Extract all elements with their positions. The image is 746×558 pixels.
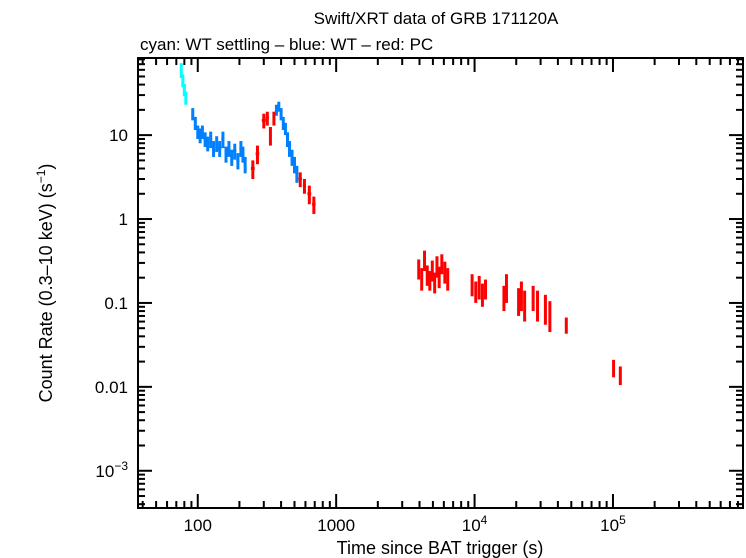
data-point [531, 285, 535, 312]
data-point [261, 113, 266, 129]
data-point [243, 156, 247, 174]
data-point [423, 250, 427, 272]
plot-frame [137, 57, 744, 509]
data-point [519, 281, 523, 312]
data-point [283, 122, 287, 136]
data-point [265, 111, 269, 126]
data-point [290, 149, 294, 166]
y-axis-label: Count Rate (0.3–10 keV) (s−1) [34, 164, 56, 403]
data-point [241, 146, 245, 163]
data-point [428, 271, 432, 291]
data-point [277, 101, 281, 112]
y-tick-label: 1 [119, 210, 128, 229]
data-point [221, 131, 225, 149]
data-point [302, 178, 306, 194]
data-point [212, 141, 216, 157]
data-point [446, 268, 450, 291]
data-point [443, 261, 447, 284]
data-points [179, 63, 622, 386]
data-point [474, 281, 478, 303]
data-point [433, 272, 437, 294]
data-point [279, 108, 283, 121]
data-point [274, 104, 278, 116]
series-wt-settling [179, 63, 188, 105]
data-point [181, 74, 185, 88]
data-point [293, 156, 297, 174]
data-point [227, 141, 231, 157]
series-pc [250, 111, 622, 386]
data-point [470, 274, 474, 297]
data-point [435, 256, 439, 278]
data-point [224, 146, 228, 163]
data-point [477, 275, 481, 300]
data-point [198, 128, 202, 144]
data-point [233, 143, 237, 160]
data-point [200, 125, 204, 139]
data-point [255, 145, 260, 165]
data-point [268, 126, 272, 146]
data-point [236, 153, 240, 170]
y-tick-labels: 10 1 0.1 0.01 10−3 [95, 126, 128, 481]
data-point [295, 165, 299, 183]
series-wt [191, 101, 299, 183]
x-tick-label: 105 [600, 513, 626, 535]
x-axis-label: Time since BAT trigger (s) [337, 538, 544, 558]
data-point [437, 266, 441, 289]
data-point [272, 111, 276, 126]
data-point [480, 283, 484, 307]
data-point [523, 290, 527, 322]
data-point [440, 254, 444, 275]
data-point [312, 196, 316, 214]
data-point [430, 260, 434, 282]
data-point [484, 279, 488, 300]
data-point [548, 301, 552, 333]
data-point [417, 259, 421, 280]
data-point [307, 185, 312, 205]
data-point [425, 265, 429, 286]
x-tick-labels: 100 1000 104 105 [184, 513, 627, 535]
data-point [298, 172, 302, 188]
data-point [285, 132, 289, 148]
y-tick-label: 0.1 [104, 294, 128, 313]
data-point [287, 141, 291, 157]
data-point [536, 290, 540, 322]
data-point [250, 160, 255, 179]
data-point [193, 116, 197, 131]
data-point [517, 288, 521, 316]
y-tick-label: 0.01 [95, 378, 128, 397]
data-point [184, 91, 188, 105]
data-point [420, 268, 424, 291]
data-point [196, 125, 200, 139]
chart-title: Swift/XRT data of GRB 171120A [314, 9, 559, 28]
data-point [504, 274, 508, 303]
axis-ticks [138, 58, 743, 508]
data-point [230, 149, 234, 166]
x-tick-label: 1000 [317, 516, 355, 535]
x-tick-label: 104 [462, 513, 488, 535]
chart-subtitle: cyan: WT settling – blue: WT – red: PC [140, 35, 433, 54]
data-point [203, 132, 207, 148]
x-tick-label: 100 [184, 516, 212, 535]
data-point [543, 294, 547, 325]
data-point [209, 131, 213, 149]
y-tick-label: 10−3 [95, 459, 128, 481]
y-tick-label: 10 [109, 126, 128, 145]
data-point [179, 63, 183, 78]
data-point [217, 141, 222, 157]
data-point [618, 366, 622, 386]
data-point [564, 317, 568, 334]
data-point [215, 136, 219, 152]
data-point [502, 285, 506, 312]
data-point [206, 136, 210, 152]
data-point [612, 359, 616, 378]
data-point [191, 108, 195, 121]
